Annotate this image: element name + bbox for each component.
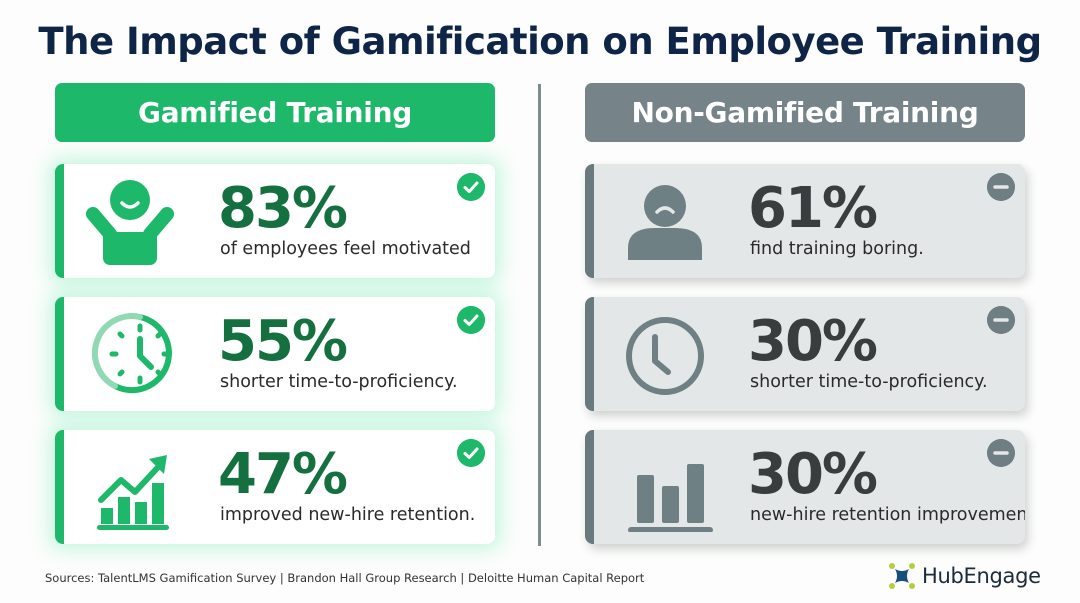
check-icon [457, 173, 485, 201]
non-gamified-card-boring: 61% find training boring. [585, 164, 1025, 278]
card-accent-bar [55, 164, 64, 278]
gamified-header: Gamified Training [55, 83, 495, 142]
stat-description: shorter time-to-proficiency. [220, 372, 458, 392]
stat-value: 61% [748, 176, 878, 241]
clock-icon [91, 313, 172, 394]
stat-value: 55% [218, 309, 348, 374]
bar-chart-icon [628, 464, 713, 532]
gamified-card-proficiency: 55% shorter time-to-proficiency. [55, 297, 495, 411]
minus-icon [987, 173, 1015, 201]
minus-icon [987, 439, 1015, 467]
non-gamified-header: Non-Gamified Training [585, 83, 1025, 142]
column-divider [538, 84, 541, 546]
card-accent-bar [585, 430, 594, 544]
hubengage-logo-icon [889, 563, 915, 589]
card-accent-bar [585, 164, 594, 278]
non-gamified-card-proficiency: 30% shorter time-to-proficiency. [585, 297, 1025, 411]
check-icon [457, 306, 485, 334]
page-title: The Impact of Gamification on Employee T… [38, 20, 1042, 63]
stat-description: shorter time-to-proficiency. [750, 372, 988, 392]
stat-description: improved new-hire retention. [220, 505, 476, 525]
card-accent-bar [585, 297, 594, 411]
stat-value: 30% [748, 442, 878, 507]
gamified-card-retention: 47% improved new-hire retention. [55, 430, 495, 544]
card-accent-bar [55, 297, 64, 411]
brand-name: HubEngage [922, 564, 1041, 588]
stat-value: 47% [218, 442, 348, 507]
sources-footnote: Sources: TalentLMS Gamification Survey |… [45, 571, 645, 585]
check-icon [457, 439, 485, 467]
card-accent-bar [55, 430, 64, 544]
stat-description: of employees feel motivated [220, 239, 471, 259]
stat-value: 83% [218, 176, 348, 241]
gamified-card-motivation: 83% of employees feel motivated [55, 164, 495, 278]
clock-icon [626, 317, 704, 395]
non-gamified-card-retention: 30% new-hire retention improvement. [585, 430, 1025, 544]
sad-person-icon [628, 185, 702, 260]
stat-description: find training boring. [750, 239, 924, 259]
brand-logo: HubEngage [888, 562, 1041, 590]
stat-value: 30% [748, 309, 878, 374]
minus-icon [987, 306, 1015, 334]
stat-description: new-hire retention improvement. [750, 505, 1025, 525]
happy-person-icon [86, 180, 174, 265]
growth-chart-icon [97, 455, 169, 530]
